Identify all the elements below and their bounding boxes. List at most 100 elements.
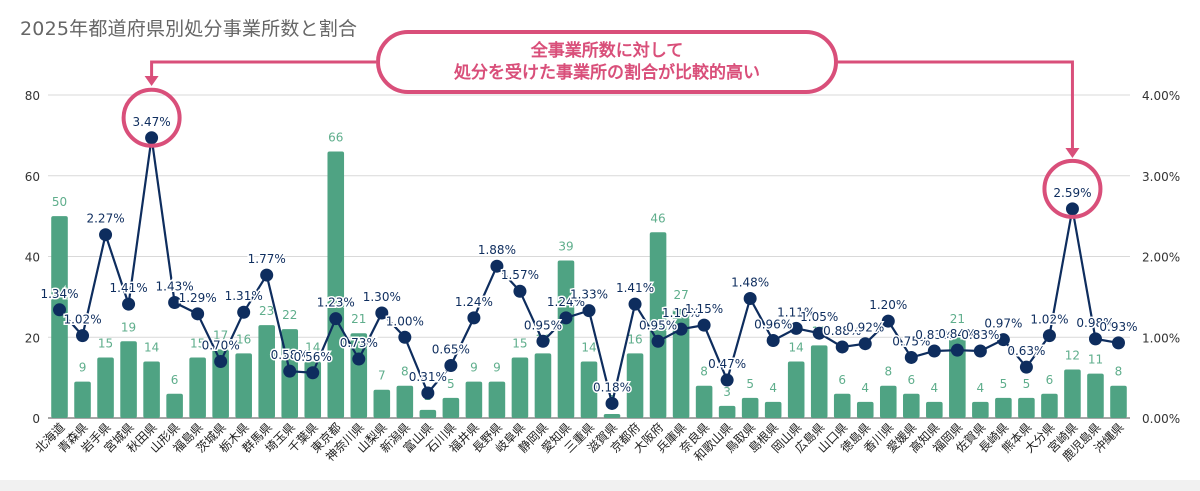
right-axis-tick: 3.00% (1142, 170, 1180, 184)
bar (672, 308, 690, 418)
ratio-label: 1.41% (616, 281, 654, 295)
bar-value-label: 8 (884, 365, 892, 379)
left-axis-tick: 0 (32, 412, 40, 426)
bar-value-label: 6 (907, 373, 915, 387)
bar (534, 353, 552, 418)
ratio-point (628, 297, 642, 311)
bar-value-label: 4 (930, 381, 938, 395)
ratio-label: 0.73% (340, 336, 378, 350)
bar (695, 385, 713, 418)
ratio-label: 0.56% (294, 350, 332, 364)
ratio-point (720, 373, 734, 387)
ratio-point (214, 354, 228, 368)
bar-value-label: 15 (190, 336, 205, 350)
ratio-point (467, 311, 481, 325)
bar-value-label: 5 (746, 377, 754, 391)
bar (1064, 369, 1081, 418)
right-axis-tick: 4.00% (1142, 89, 1180, 103)
ratio-label: 0.95% (524, 318, 562, 332)
ratio-label: 0.63% (1007, 344, 1045, 358)
highlight-circle (1042, 158, 1103, 219)
ratio-point (835, 340, 849, 354)
bar-value-label: 7 (378, 369, 386, 383)
bar-value-label: 16 (236, 332, 251, 346)
ratio-point (789, 321, 803, 335)
ratio-label: 0.83% (915, 328, 953, 342)
bar (419, 409, 437, 418)
bar-value-label: 21 (351, 312, 366, 326)
bar (1110, 385, 1127, 418)
bar-value-label: 22 (282, 308, 297, 322)
ratio-point (191, 307, 205, 321)
bar-value-label: 23 (259, 304, 274, 318)
bar-value-label: 6 (838, 373, 846, 387)
bar-value-label: 17 (213, 328, 228, 342)
ratio-point (1065, 202, 1079, 216)
ratio-point (122, 297, 136, 311)
ratio-point (766, 333, 780, 347)
bar-value-label: 27 (673, 288, 688, 302)
ratio-point (53, 303, 67, 317)
ratio-point (260, 268, 274, 282)
ratio-label: 0.96% (754, 317, 792, 331)
bar (212, 349, 229, 418)
ratio-label: 1.02% (63, 313, 101, 327)
bar-value-label: 39 (558, 240, 573, 254)
ratio-label: 0.93% (1099, 320, 1137, 334)
ratio-label: 1.33% (570, 288, 608, 302)
callout-connector-right (838, 60, 1074, 150)
bar (903, 393, 920, 418)
ratio-label: 0.88% (823, 324, 861, 338)
bar-value-label: 8 (1115, 365, 1123, 379)
bar (926, 401, 943, 418)
bar-value-label: 21 (950, 312, 965, 326)
ratio-point (1111, 336, 1125, 350)
arrow-head-left-icon (144, 76, 159, 86)
ratio-label: 1.20% (869, 298, 907, 312)
bar (810, 345, 828, 418)
bar-value-label: 5 (1000, 377, 1008, 391)
ratio-label: 1.88% (478, 243, 516, 257)
bar (258, 325, 275, 418)
ratio-point (605, 396, 619, 410)
bar-value-label: 6 (1046, 373, 1054, 387)
bar (396, 385, 414, 418)
bar-value-label: 4 (769, 381, 777, 395)
ratio-point (697, 318, 711, 332)
arrow-head-right-icon (1065, 148, 1080, 158)
bar (995, 397, 1012, 418)
bar-value-label: 5 (1023, 377, 1031, 391)
left-axis-tick: 80 (25, 89, 40, 103)
bar (649, 232, 667, 418)
ratio-point (145, 131, 159, 145)
bar-value-label: 15 (98, 336, 113, 350)
bar (580, 361, 598, 418)
ratio-point (237, 305, 251, 319)
left-axis-tick: 40 (25, 251, 40, 265)
ratio-label: 0.97% (984, 317, 1022, 331)
ratio-label: 0.83% (961, 328, 999, 342)
ratio-point (904, 350, 918, 364)
ratio-label: 0.31% (409, 370, 447, 384)
ratio-label: 0.98% (1076, 316, 1114, 330)
ratio-label: 1.57% (501, 268, 539, 282)
bar-value-label: 8 (401, 365, 409, 379)
bar (972, 401, 989, 418)
bar (97, 357, 114, 418)
ratio-label: 0.95% (639, 318, 677, 332)
ratio-label: 1.34% (40, 287, 78, 301)
left-axis-tick: 60 (25, 170, 40, 184)
bar-value-label: 15 (512, 336, 527, 350)
bar (442, 397, 460, 418)
bar-value-label: 14 (789, 340, 804, 354)
bar (373, 389, 391, 418)
bar (488, 381, 506, 418)
bar (189, 357, 206, 418)
ratio-point (99, 228, 113, 242)
ratio-point (375, 306, 389, 320)
bottom-strip (0, 480, 1200, 491)
bar-value-label: 11 (1088, 353, 1103, 367)
bar (511, 357, 529, 418)
ratio-label: 0.58% (271, 348, 309, 362)
